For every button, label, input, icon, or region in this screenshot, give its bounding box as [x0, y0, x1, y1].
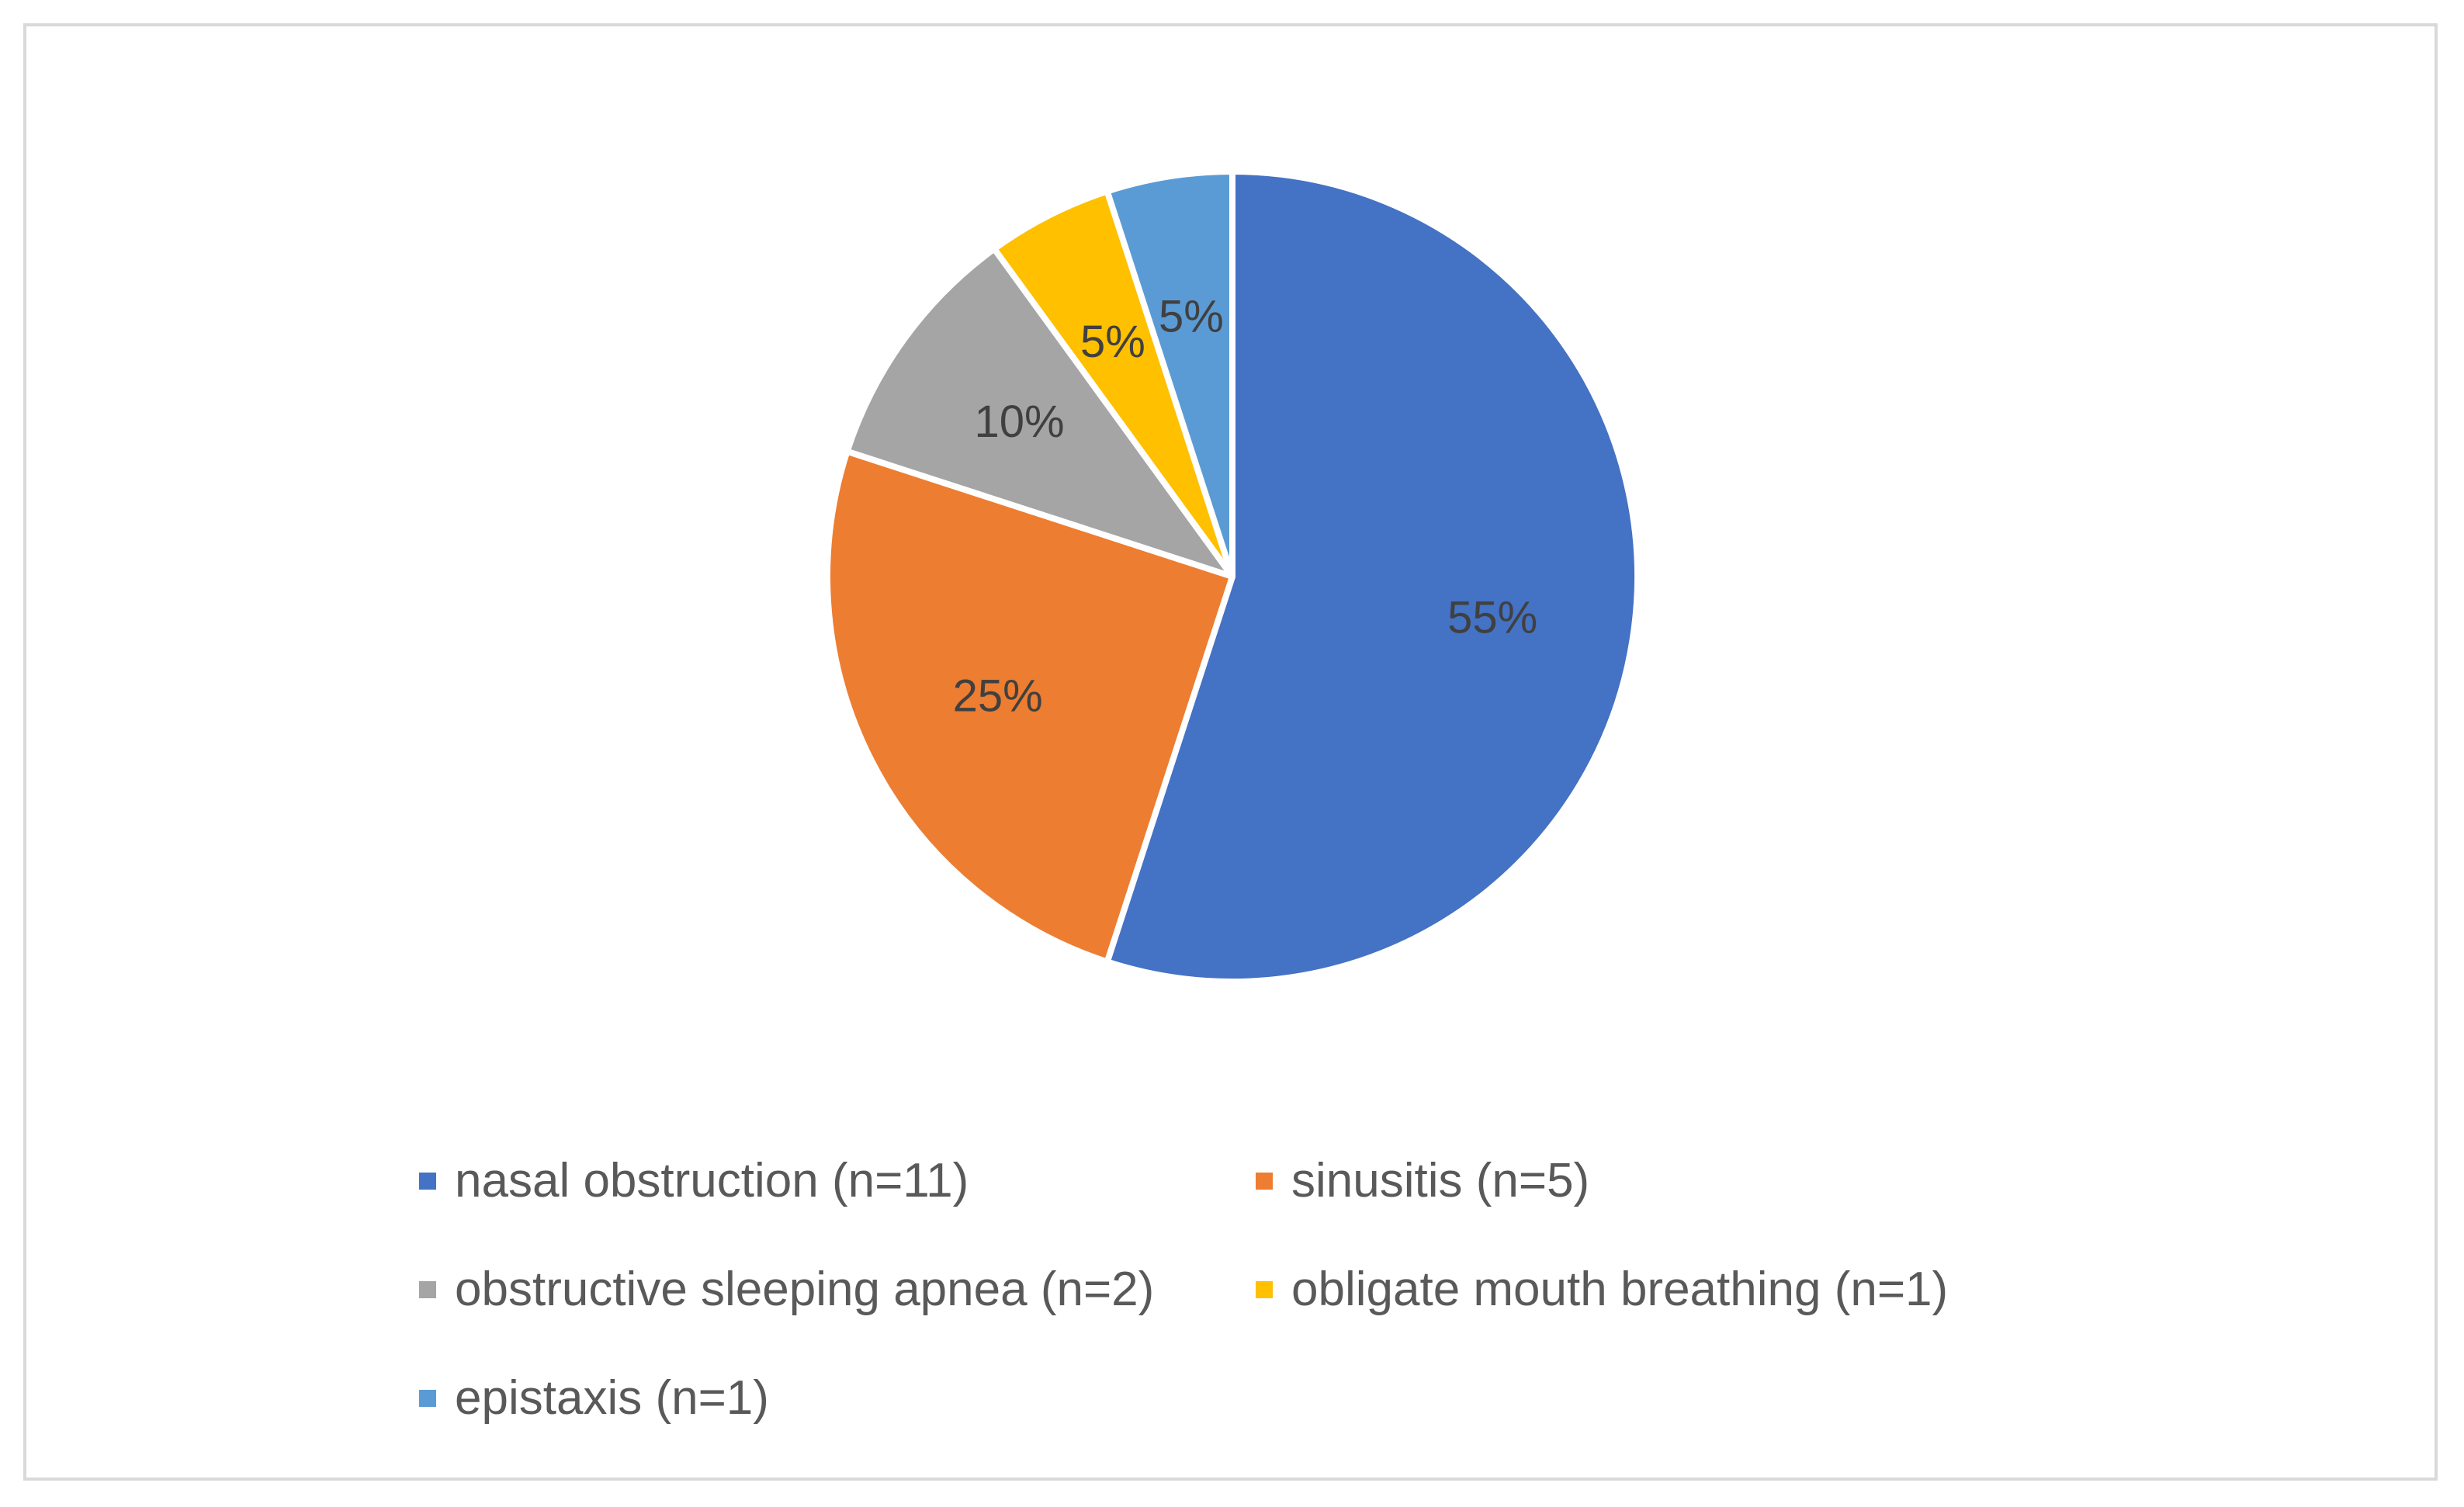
- pie-slice-nasal-obstruction: [1104, 168, 1641, 985]
- legend-item-obstructive-sleeping-apnea: obstructive sleeping apnea (n=2): [419, 1266, 1154, 1314]
- legend-item-nasal-obstruction: nasal obstruction (n=11): [419, 1157, 969, 1205]
- pie-slice-obstructive-sleeping-apnea: [844, 245, 1235, 580]
- data-label-sinusitis: 25%: [953, 671, 1043, 722]
- legend-swatch: [1256, 1173, 1273, 1190]
- data-label-obligate-mouth-breathing: 5%: [1080, 317, 1145, 367]
- data-label-obstructive-sleeping-apnea: 10%: [974, 397, 1064, 447]
- legend-label: obligate mouth breathing (n=1): [1291, 1263, 1949, 1316]
- legend-item-epistaxis: epistaxis (n=1): [419, 1374, 769, 1422]
- data-label-nasal-obstruction: 55%: [1447, 593, 1537, 643]
- legend-swatch: [1256, 1281, 1273, 1298]
- pie-slices: [824, 168, 1641, 985]
- legend-swatch: [419, 1390, 436, 1407]
- pie-slice-epistaxis: [1104, 168, 1235, 580]
- pie-data-labels: 55% 25% 10% 5% 5%: [953, 291, 1538, 721]
- legend-label: nasal obstruction (n=11): [455, 1154, 969, 1207]
- data-label-epistaxis: 5%: [1159, 291, 1224, 341]
- pie-slice-sinusitis: [824, 448, 1235, 965]
- legend-item-obligate-mouth-breathing: obligate mouth breathing (n=1): [1256, 1266, 1948, 1314]
- legend-label: sinusitis (n=5): [1291, 1154, 1590, 1207]
- legend-swatch: [419, 1173, 436, 1190]
- legend-swatch: [419, 1281, 436, 1298]
- legend-label: obstructive sleeping apnea (n=2): [455, 1263, 1155, 1316]
- legend-item-sinusitis: sinusitis (n=5): [1256, 1157, 1589, 1205]
- legend-label: epistaxis (n=1): [455, 1371, 769, 1425]
